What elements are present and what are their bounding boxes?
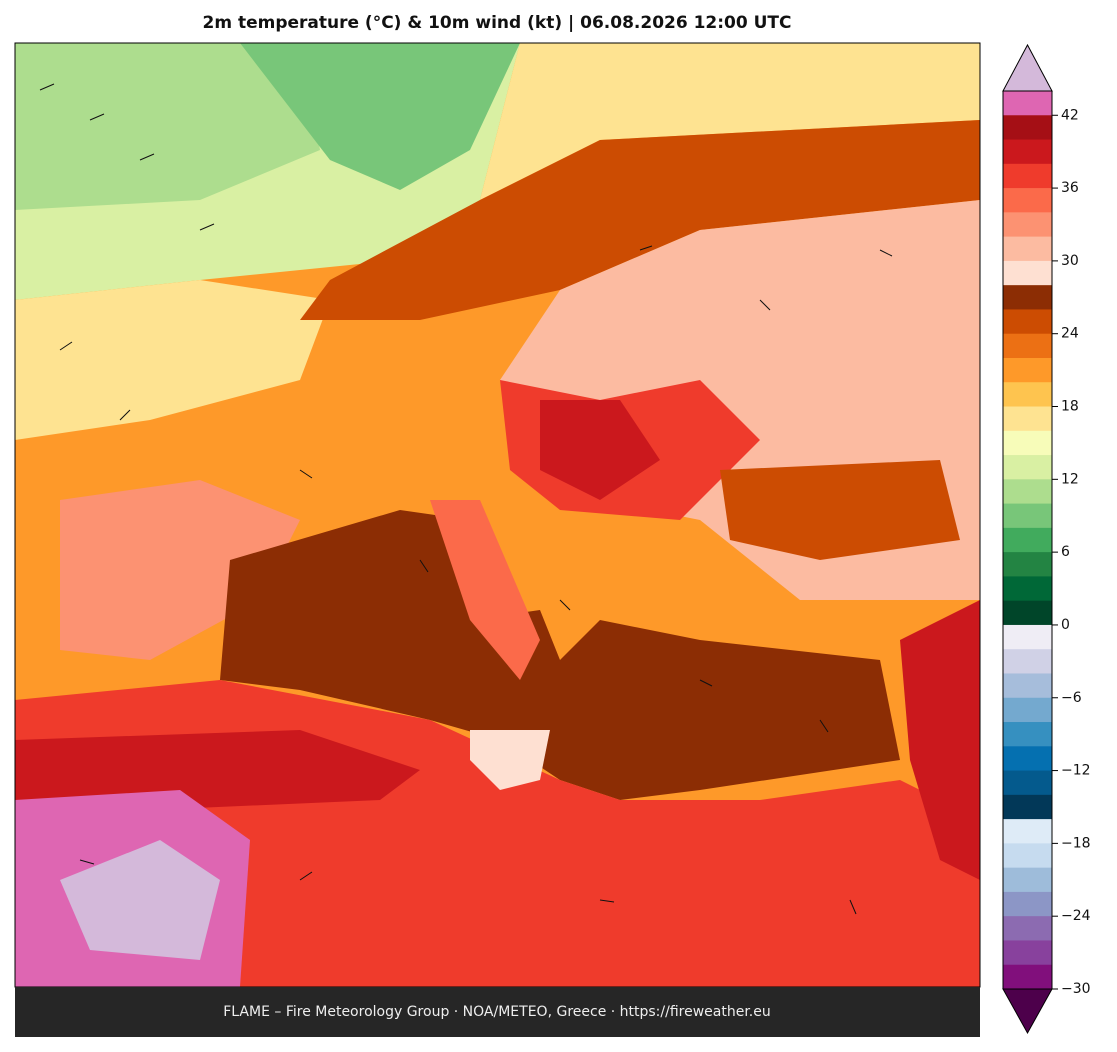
colorbar-band xyxy=(1003,552,1052,577)
colorbar-frame xyxy=(1002,90,1053,990)
colorbar-tick-label: 30 xyxy=(1061,253,1079,269)
colorbar-tick-label: 42 xyxy=(1061,107,1079,123)
colorbar-extend-top xyxy=(1002,43,1053,92)
colorbar-band xyxy=(1003,697,1052,723)
colorbar-tick-label: −12 xyxy=(1061,763,1091,779)
colorbar-band xyxy=(1003,649,1052,674)
colorbar-extend-bottom xyxy=(1002,988,1053,1035)
colorbar-band xyxy=(1003,406,1052,432)
colorbar-band xyxy=(1003,163,1052,189)
colorbar-band xyxy=(1003,746,1052,772)
colorbar-tick-label: −18 xyxy=(1061,835,1091,851)
colorbar-tick-label: 24 xyxy=(1061,326,1079,342)
colorbar-band xyxy=(1003,455,1052,480)
colorbar-band xyxy=(1003,916,1052,941)
colorbar-band xyxy=(1003,309,1052,335)
colorbar-band xyxy=(1003,188,1052,213)
colorbar-band xyxy=(1003,794,1052,820)
colorbar-band xyxy=(1003,212,1052,238)
colorbar-band xyxy=(1003,722,1052,747)
colorbar-band xyxy=(1003,236,1052,262)
colorbar-band xyxy=(1003,333,1052,359)
colorbar-band xyxy=(1003,430,1052,456)
colorbar-tick-label: −6 xyxy=(1061,690,1082,706)
colorbar-band xyxy=(1003,139,1052,165)
footer-bar xyxy=(15,987,980,1037)
colorbar-band xyxy=(1003,503,1052,529)
colorbar-tick-label: −24 xyxy=(1061,908,1091,924)
colorbar-band xyxy=(1003,576,1052,602)
colorbar-band xyxy=(1003,357,1052,383)
colorbar-band xyxy=(1003,600,1052,626)
footer-credit: FLAME – Fire Meteorology Group · NOA/MET… xyxy=(223,1004,771,1020)
colorbar-band xyxy=(1003,285,1052,310)
colorbar-band xyxy=(1003,673,1052,699)
colorbar-band xyxy=(1003,527,1052,553)
colorbar-tick-label: 0 xyxy=(1061,617,1070,633)
colorbar-band xyxy=(1003,819,1052,844)
colorbar-band xyxy=(1003,867,1052,893)
colorbar-band xyxy=(1003,115,1052,141)
colorbar: 42 36 30 24 18 12 6 0 −6 −12 −18 −24 −30 xyxy=(1002,43,1091,1035)
colorbar-band xyxy=(1003,940,1052,966)
colorbar-tick-label: 6 xyxy=(1061,544,1070,560)
colorbar-band xyxy=(1003,382,1052,408)
map-title: 2m temperature (°C) & 10m wind (kt) | 06… xyxy=(202,13,791,33)
colorbar-band xyxy=(1003,891,1052,917)
colorbar-tick-label: 36 xyxy=(1061,180,1079,196)
colorbar-band xyxy=(1003,624,1052,650)
colorbar-band xyxy=(1003,479,1052,505)
colorbar-tick-label: −30 xyxy=(1061,981,1091,997)
colorbar-tick-label: 18 xyxy=(1061,399,1079,415)
colorbar-band xyxy=(1003,964,1052,990)
map xyxy=(14,42,981,988)
colorbar-band xyxy=(1003,91,1052,116)
colorbar-band xyxy=(1003,843,1052,869)
colorbar-band xyxy=(1003,260,1052,286)
colorbar-tick-label: 12 xyxy=(1061,471,1079,487)
colorbar-band xyxy=(1003,770,1052,796)
